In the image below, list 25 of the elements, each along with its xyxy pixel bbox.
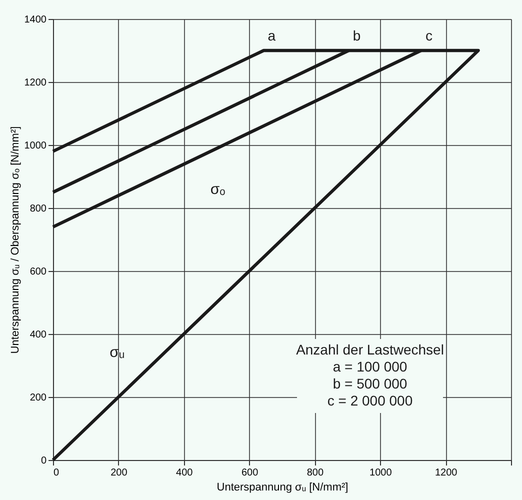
annotation: c = 2 000 000 — [327, 392, 413, 408]
x-tick-label: 400 — [176, 468, 194, 478]
annotation: b = 500 000 — [332, 376, 408, 392]
y-tick-label: 600 — [30, 266, 47, 278]
series-label: a — [268, 28, 276, 44]
y-axis-title: Unterspannung σᵤ / Oberspannung σₒ [N/mm²] — [9, 126, 22, 354]
annotation: σₒ — [210, 180, 226, 198]
y-tick-label: 400 — [30, 330, 47, 340]
x-tick-label: 600 — [241, 468, 259, 478]
x-tick-label: 1000 — [370, 468, 392, 478]
x-tick-label: 1200 — [434, 468, 458, 478]
annotation: a = 100 000 — [332, 358, 408, 374]
y-tick-label: 200 — [30, 392, 47, 404]
y-tick-label: 800 — [30, 204, 47, 214]
y-tick-label: 1200 — [24, 78, 47, 88]
x-tick-label: 0 — [54, 468, 60, 478]
x-tick-label: 200 — [110, 468, 128, 478]
series-label: b — [352, 28, 361, 44]
series-label: c — [426, 28, 433, 44]
y-tick-label: 1000 — [24, 140, 47, 152]
annotation: Anzahl der Lastwechsel — [296, 342, 444, 358]
x-axis-title: Unterspannung σᵤ [N/mm²] — [216, 482, 348, 494]
y-tick-label: 0 — [40, 456, 47, 466]
y-tick-label: 1400 — [24, 14, 47, 26]
x-tick-label: 800 — [306, 468, 324, 478]
